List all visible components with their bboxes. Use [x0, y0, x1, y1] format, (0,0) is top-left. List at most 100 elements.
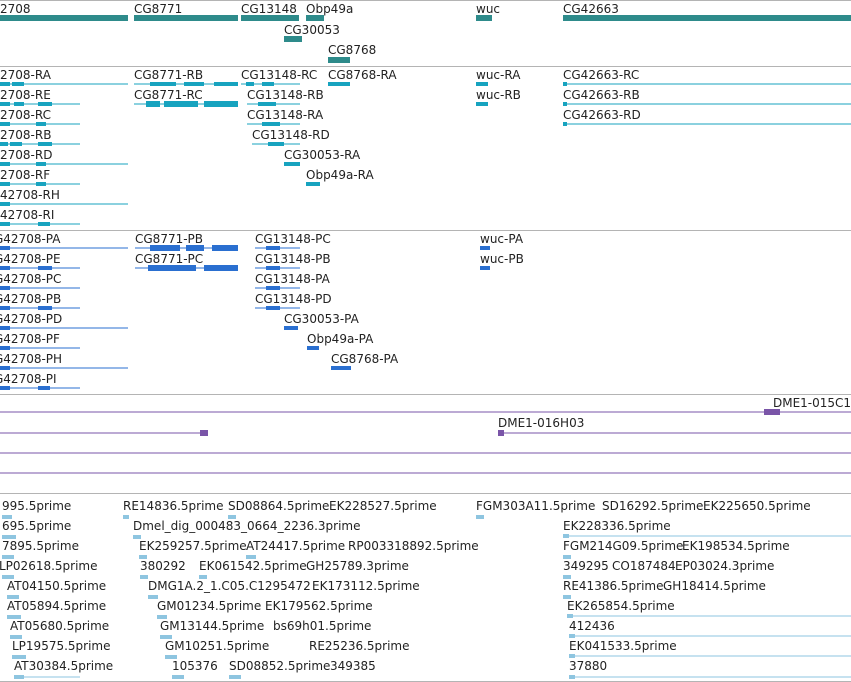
gene-bar[interactable]	[306, 15, 324, 21]
est-label[interactable]: SD08864.5prime	[228, 499, 330, 513]
est-label[interactable]: EK228336.5prime	[563, 519, 671, 533]
protein-label[interactable]: G42708-PB	[0, 292, 62, 306]
transcript-label[interactable]: CG8768-RA	[328, 68, 397, 82]
est-label[interactable]: GM13144.5prime	[160, 619, 265, 633]
protein-label[interactable]: CG8771-PB	[135, 232, 204, 246]
gene-label[interactable]: CG13148	[241, 2, 297, 16]
gene-label[interactable]: CG30053	[284, 23, 340, 37]
est-label[interactable]: 349295	[563, 559, 609, 573]
est-label[interactable]: EK179562.5prime	[265, 599, 373, 613]
est-label[interactable]: DMG1A.2_1.C05.C1295472	[148, 579, 311, 593]
transcript-label[interactable]: 2708-RB	[0, 128, 52, 142]
gene-label[interactable]: CG8771	[134, 2, 183, 16]
est-label[interactable]: EK228527.5prime	[329, 499, 437, 513]
gene-bar[interactable]	[563, 15, 851, 21]
est-label[interactable]: RE41386.5prime	[563, 579, 664, 593]
protein-label[interactable]: G42708-PE	[0, 252, 61, 266]
protein-label[interactable]: CG30053-PA	[284, 312, 359, 326]
gene-bar[interactable]	[0, 15, 128, 21]
est-label[interactable]: RP003318892.5prime	[348, 539, 479, 553]
est-label[interactable]: EK173112.5prime	[312, 579, 420, 593]
protein-label[interactable]: wuc-PB	[480, 252, 524, 266]
transcript-label[interactable]: CG13148-RA	[247, 108, 324, 122]
transcript-label[interactable]: 2708-RA	[0, 68, 51, 82]
protein-label[interactable]: CG13148-PD	[255, 292, 332, 306]
gene-label[interactable]: Obp49a	[306, 2, 354, 16]
est-label[interactable]: RE14836.5prime	[123, 499, 224, 513]
transcript-label[interactable]: 2708-RE	[0, 88, 51, 102]
gene-bar[interactable]	[134, 15, 238, 21]
gene-label[interactable]: CG8768	[328, 43, 377, 57]
protein-label[interactable]: CG8768-PA	[331, 352, 399, 366]
transcript-label[interactable]: 42708-RH	[0, 188, 60, 202]
transcript-label[interactable]: CG42663-RC	[563, 68, 640, 82]
protein-label[interactable]: G42708-PD	[0, 312, 63, 326]
est-label[interactable]: EK061542.5prime	[199, 559, 307, 573]
transcript-label[interactable]: 42708-RI	[0, 208, 55, 222]
est-label[interactable]: Dmel_dig_000483_0664_2236.3prime	[133, 519, 361, 533]
protein-label[interactable]: G42708-PC	[0, 272, 62, 286]
clone-label[interactable]: DME1-016H03	[498, 416, 585, 430]
est-label[interactable]: SD16292.5prime	[602, 499, 704, 513]
est-label[interactable]: EK198534.5prime	[682, 539, 790, 553]
est-label[interactable]: GH18414.5prime	[663, 579, 766, 593]
est-label[interactable]: AT05680.5prime	[10, 619, 110, 633]
est-label[interactable]: CO187484	[612, 559, 676, 573]
protein-label[interactable]: CG8771-PC	[135, 252, 204, 266]
transcript-label[interactable]: CG42663-RB	[563, 88, 640, 102]
transcript-label[interactable]: CG8771-RC	[134, 88, 203, 102]
transcript-label[interactable]: CG42663-RD	[563, 108, 641, 122]
gene-label[interactable]: 2708	[0, 2, 31, 16]
clone-label[interactable]: DME1-015C1	[773, 396, 851, 410]
gene-bar[interactable]	[284, 36, 302, 42]
protein-label[interactable]: CG13148-PB	[255, 252, 331, 266]
gene-bar[interactable]	[241, 15, 299, 21]
est-label[interactable]: GH25789.3prime	[306, 559, 409, 573]
est-label[interactable]: GM01234.5prime	[157, 599, 262, 613]
transcript-label[interactable]: CG13148-RD	[252, 128, 330, 142]
est-label[interactable]: 105376	[172, 659, 218, 673]
protein-label[interactable]: CG13148-PA	[255, 272, 330, 286]
transcript-label[interactable]: 2708-RF	[0, 168, 51, 182]
est-label[interactable]: AT05894.5prime	[7, 599, 107, 613]
gene-label[interactable]: wuc	[476, 2, 501, 16]
est-label[interactable]: AT30384.5prime	[14, 659, 114, 673]
est-label[interactable]: EK225650.5prime	[703, 499, 811, 513]
est-label[interactable]: SD08852.5prime	[229, 659, 331, 673]
est-label[interactable]: RE25236.5prime	[309, 639, 410, 653]
est-label[interactable]: EK041533.5prime	[569, 639, 677, 653]
est-label[interactable]: AT24417.5prime	[246, 539, 346, 553]
est-label[interactable]: 995.5prime	[2, 499, 72, 513]
gene-bar[interactable]	[476, 15, 492, 21]
protein-label[interactable]: G42708-PF	[0, 332, 60, 346]
est-label[interactable]: LP02618.5prime	[0, 559, 98, 573]
transcript-label[interactable]: CG8771-RB	[134, 68, 204, 82]
est-label[interactable]: FGM303A11.5prime	[476, 499, 596, 513]
est-label[interactable]: GM10251.5prime	[165, 639, 270, 653]
transcript-label[interactable]: Obp49a-RA	[306, 168, 374, 182]
est-label[interactable]: FGM214G09.5prime	[563, 539, 684, 553]
transcript-label[interactable]: wuc-RA	[476, 68, 521, 82]
est-label[interactable]: 380292	[140, 559, 186, 573]
protein-label[interactable]: CG13148-PC	[255, 232, 331, 246]
protein-label[interactable]: wuc-PA	[480, 232, 524, 246]
est-label[interactable]: 349385	[330, 659, 376, 673]
est-label[interactable]: EK259257.5prime	[139, 539, 247, 553]
protein-label[interactable]: Obp49a-PA	[307, 332, 374, 346]
est-label[interactable]: EK265854.5prime	[567, 599, 675, 613]
protein-label[interactable]: G42708-PA	[0, 232, 61, 246]
protein-label[interactable]: G42708-PI	[0, 372, 57, 386]
est-label[interactable]: 7895.5prime	[2, 539, 79, 553]
transcript-label[interactable]: CG13148-RC	[241, 68, 318, 82]
transcript-label[interactable]: CG13148-RB	[247, 88, 324, 102]
protein-label[interactable]: G42708-PH	[0, 352, 63, 366]
transcript-label[interactable]: wuc-RB	[476, 88, 521, 102]
est-label[interactable]: AT04150.5prime	[7, 579, 107, 593]
est-label[interactable]: bs69h01.5prime	[273, 619, 372, 633]
est-label[interactable]: 695.5prime	[2, 519, 72, 533]
est-label[interactable]: 37880	[569, 659, 608, 673]
gene-bar[interactable]	[328, 57, 350, 63]
transcript-label[interactable]: 2708-RD	[0, 148, 53, 162]
transcript-label[interactable]: CG30053-RA	[284, 148, 361, 162]
est-label[interactable]: LP19575.5prime	[12, 639, 111, 653]
